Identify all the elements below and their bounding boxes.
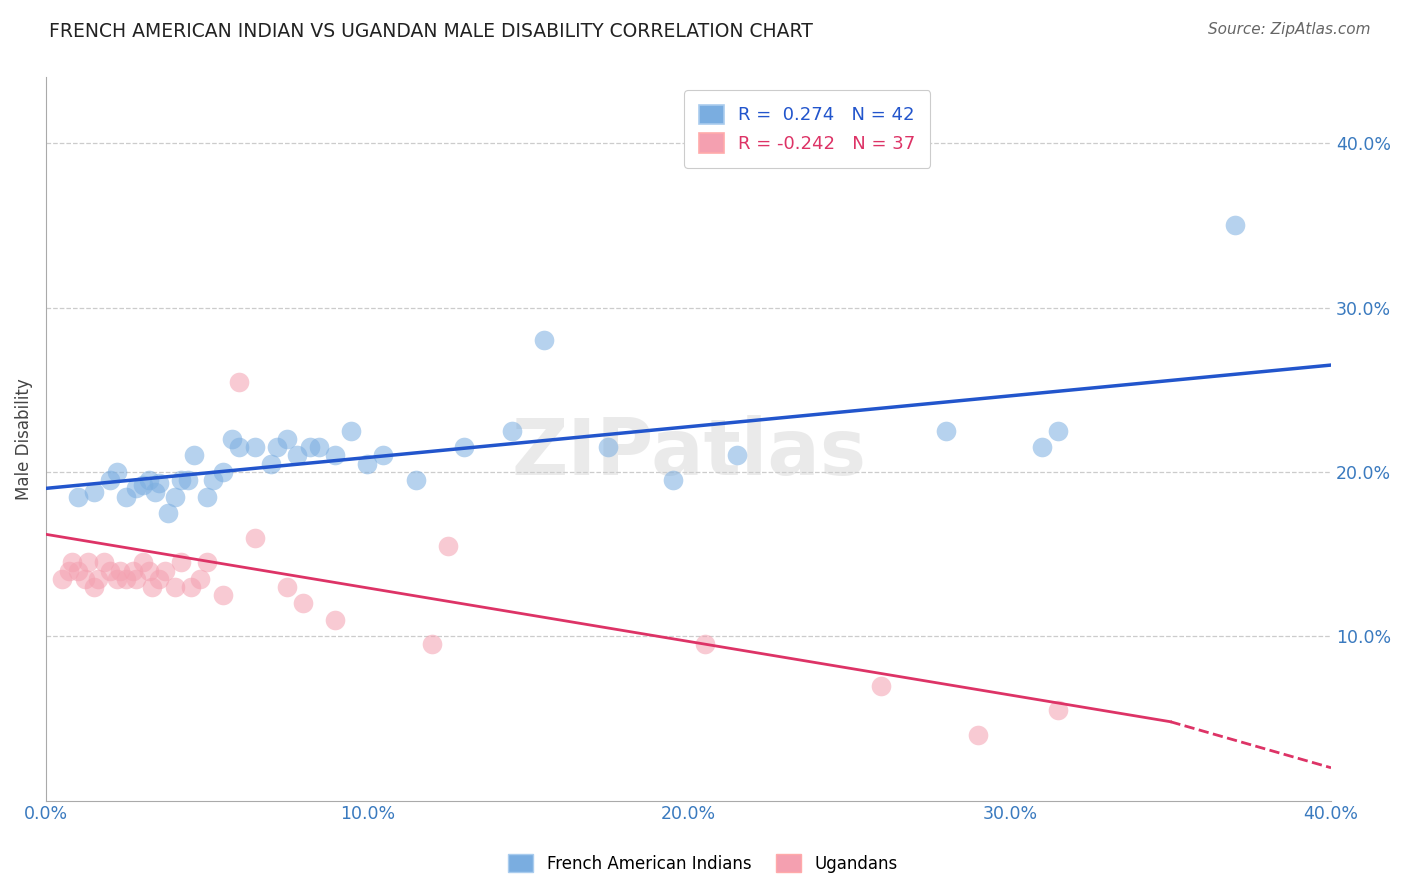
Text: FRENCH AMERICAN INDIAN VS UGANDAN MALE DISABILITY CORRELATION CHART: FRENCH AMERICAN INDIAN VS UGANDAN MALE D…	[49, 22, 813, 41]
Point	[115, 490, 138, 504]
Point	[212, 465, 235, 479]
Point	[260, 457, 283, 471]
Point	[340, 424, 363, 438]
Point	[285, 449, 308, 463]
Point	[83, 580, 105, 594]
Point	[1031, 440, 1053, 454]
Point	[163, 490, 186, 504]
Point	[125, 572, 148, 586]
Legend: French American Indians, Ugandans: French American Indians, Ugandans	[502, 847, 904, 880]
Point	[131, 555, 153, 569]
Point	[661, 473, 683, 487]
Point	[276, 580, 298, 594]
Point	[373, 449, 395, 463]
Point	[935, 424, 957, 438]
Point	[105, 572, 128, 586]
Point	[93, 555, 115, 569]
Point	[145, 484, 167, 499]
Point	[221, 432, 243, 446]
Point	[195, 490, 218, 504]
Point	[693, 638, 716, 652]
Point	[170, 473, 193, 487]
Point	[292, 596, 315, 610]
Point	[67, 490, 90, 504]
Point	[405, 473, 427, 487]
Point	[58, 564, 80, 578]
Point	[60, 555, 83, 569]
Point	[77, 555, 100, 569]
Point	[131, 478, 153, 492]
Point	[1223, 219, 1246, 233]
Point	[323, 613, 346, 627]
Point	[83, 484, 105, 499]
Point	[501, 424, 523, 438]
Point	[105, 465, 128, 479]
Point	[202, 473, 225, 487]
Point	[420, 638, 443, 652]
Point	[176, 473, 198, 487]
Point	[190, 572, 212, 586]
Point	[1046, 703, 1069, 717]
Point	[86, 572, 108, 586]
Point	[966, 728, 988, 742]
Point	[308, 440, 330, 454]
Point	[148, 476, 170, 491]
Point	[228, 440, 250, 454]
Point	[115, 572, 138, 586]
Text: Source: ZipAtlas.com: Source: ZipAtlas.com	[1208, 22, 1371, 37]
Point	[323, 449, 346, 463]
Point	[141, 580, 163, 594]
Point	[533, 334, 555, 348]
Point	[298, 440, 321, 454]
Point	[243, 531, 266, 545]
Point	[73, 572, 96, 586]
Point	[266, 440, 288, 454]
Point	[125, 481, 148, 495]
Point	[100, 473, 122, 487]
Point	[108, 564, 131, 578]
Point	[122, 564, 145, 578]
Point	[195, 555, 218, 569]
Y-axis label: Male Disability: Male Disability	[15, 378, 32, 500]
Point	[870, 679, 893, 693]
Point	[67, 564, 90, 578]
Point	[153, 564, 176, 578]
Point	[138, 564, 160, 578]
Point	[100, 564, 122, 578]
Point	[436, 539, 458, 553]
Point	[138, 473, 160, 487]
Point	[51, 572, 73, 586]
Point	[183, 449, 205, 463]
Legend: R =  0.274   N = 42, R = -0.242   N = 37: R = 0.274 N = 42, R = -0.242 N = 37	[685, 90, 931, 168]
Text: ZIPatlas: ZIPatlas	[512, 416, 866, 491]
Point	[243, 440, 266, 454]
Point	[598, 440, 620, 454]
Point	[356, 457, 378, 471]
Point	[212, 588, 235, 602]
Point	[1046, 424, 1069, 438]
Point	[453, 440, 475, 454]
Point	[148, 572, 170, 586]
Point	[157, 506, 180, 520]
Point	[180, 580, 202, 594]
Point	[725, 449, 748, 463]
Point	[170, 555, 193, 569]
Point	[228, 375, 250, 389]
Point	[163, 580, 186, 594]
Point	[276, 432, 298, 446]
